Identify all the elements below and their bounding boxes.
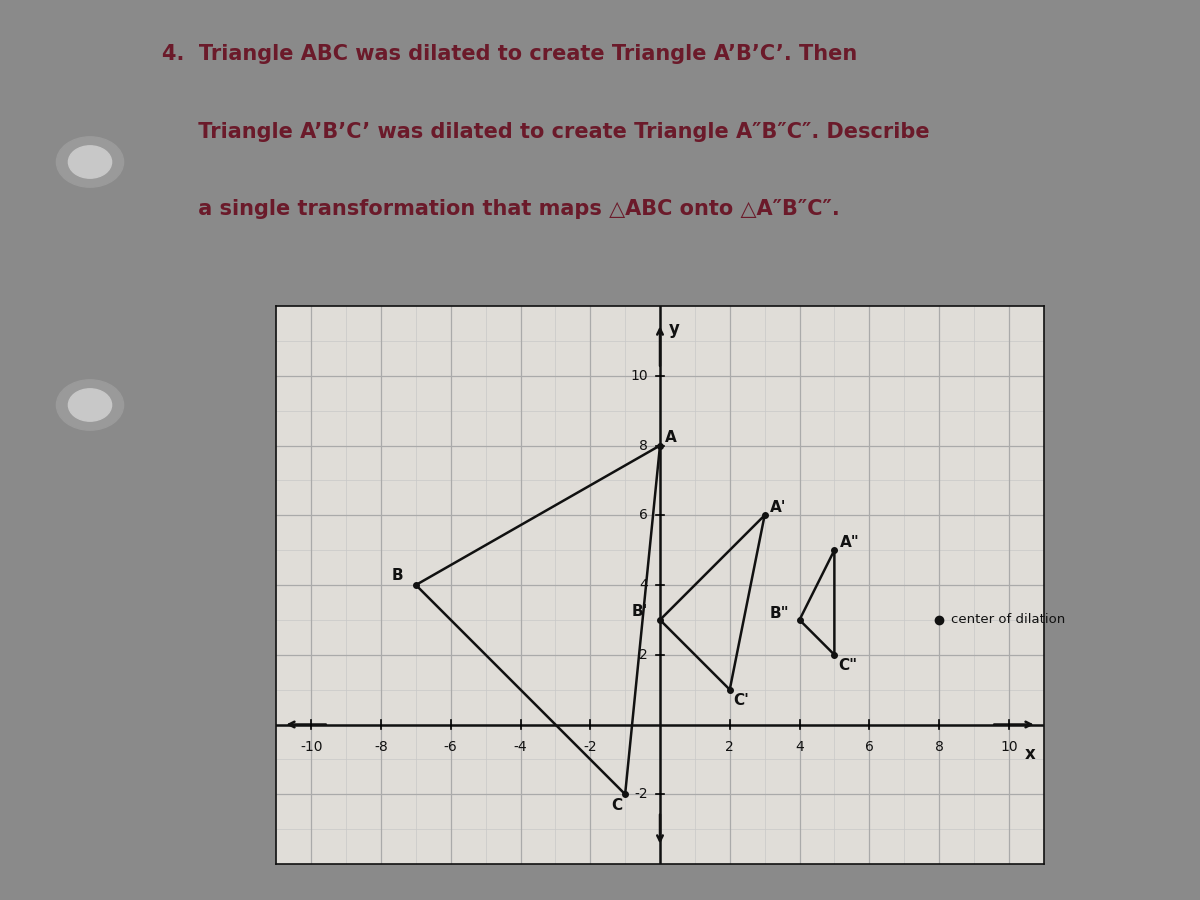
Text: A": A": [840, 535, 859, 550]
Text: -4: -4: [514, 740, 527, 754]
Text: C: C: [611, 798, 623, 813]
Text: 10: 10: [1000, 740, 1018, 754]
Text: B': B': [632, 605, 648, 619]
Text: B: B: [391, 568, 403, 583]
Text: a single transformation that maps △ABC onto △A″B″C″.: a single transformation that maps △ABC o…: [162, 200, 840, 220]
Text: -2: -2: [583, 740, 598, 754]
Text: B": B": [770, 606, 790, 621]
Text: 4: 4: [796, 740, 804, 754]
Text: -6: -6: [444, 740, 457, 754]
Text: C': C': [733, 693, 749, 708]
Text: 4.  Triangle ABC was dilated to create Triangle A’B’C’. Then: 4. Triangle ABC was dilated to create Tr…: [162, 44, 858, 64]
Text: 6: 6: [865, 740, 874, 754]
Text: x: x: [1025, 745, 1036, 763]
Text: -8: -8: [374, 740, 388, 754]
Text: C": C": [838, 659, 857, 673]
Text: y: y: [668, 320, 679, 338]
Text: 2: 2: [640, 648, 648, 662]
Text: A': A': [770, 500, 786, 515]
Text: Triangle A’B’C’ was dilated to create Triangle A″B″C″. Describe: Triangle A’B’C’ was dilated to create Tr…: [162, 122, 930, 141]
Text: 4: 4: [640, 578, 648, 592]
Text: 8: 8: [638, 438, 648, 453]
Text: -2: -2: [634, 788, 648, 801]
Text: center of dilation: center of dilation: [952, 614, 1066, 626]
Text: 2: 2: [725, 740, 734, 754]
Text: 8: 8: [935, 740, 943, 754]
Text: 10: 10: [630, 369, 648, 382]
Text: 6: 6: [638, 508, 648, 522]
Text: -10: -10: [300, 740, 323, 754]
Text: A: A: [665, 430, 677, 445]
